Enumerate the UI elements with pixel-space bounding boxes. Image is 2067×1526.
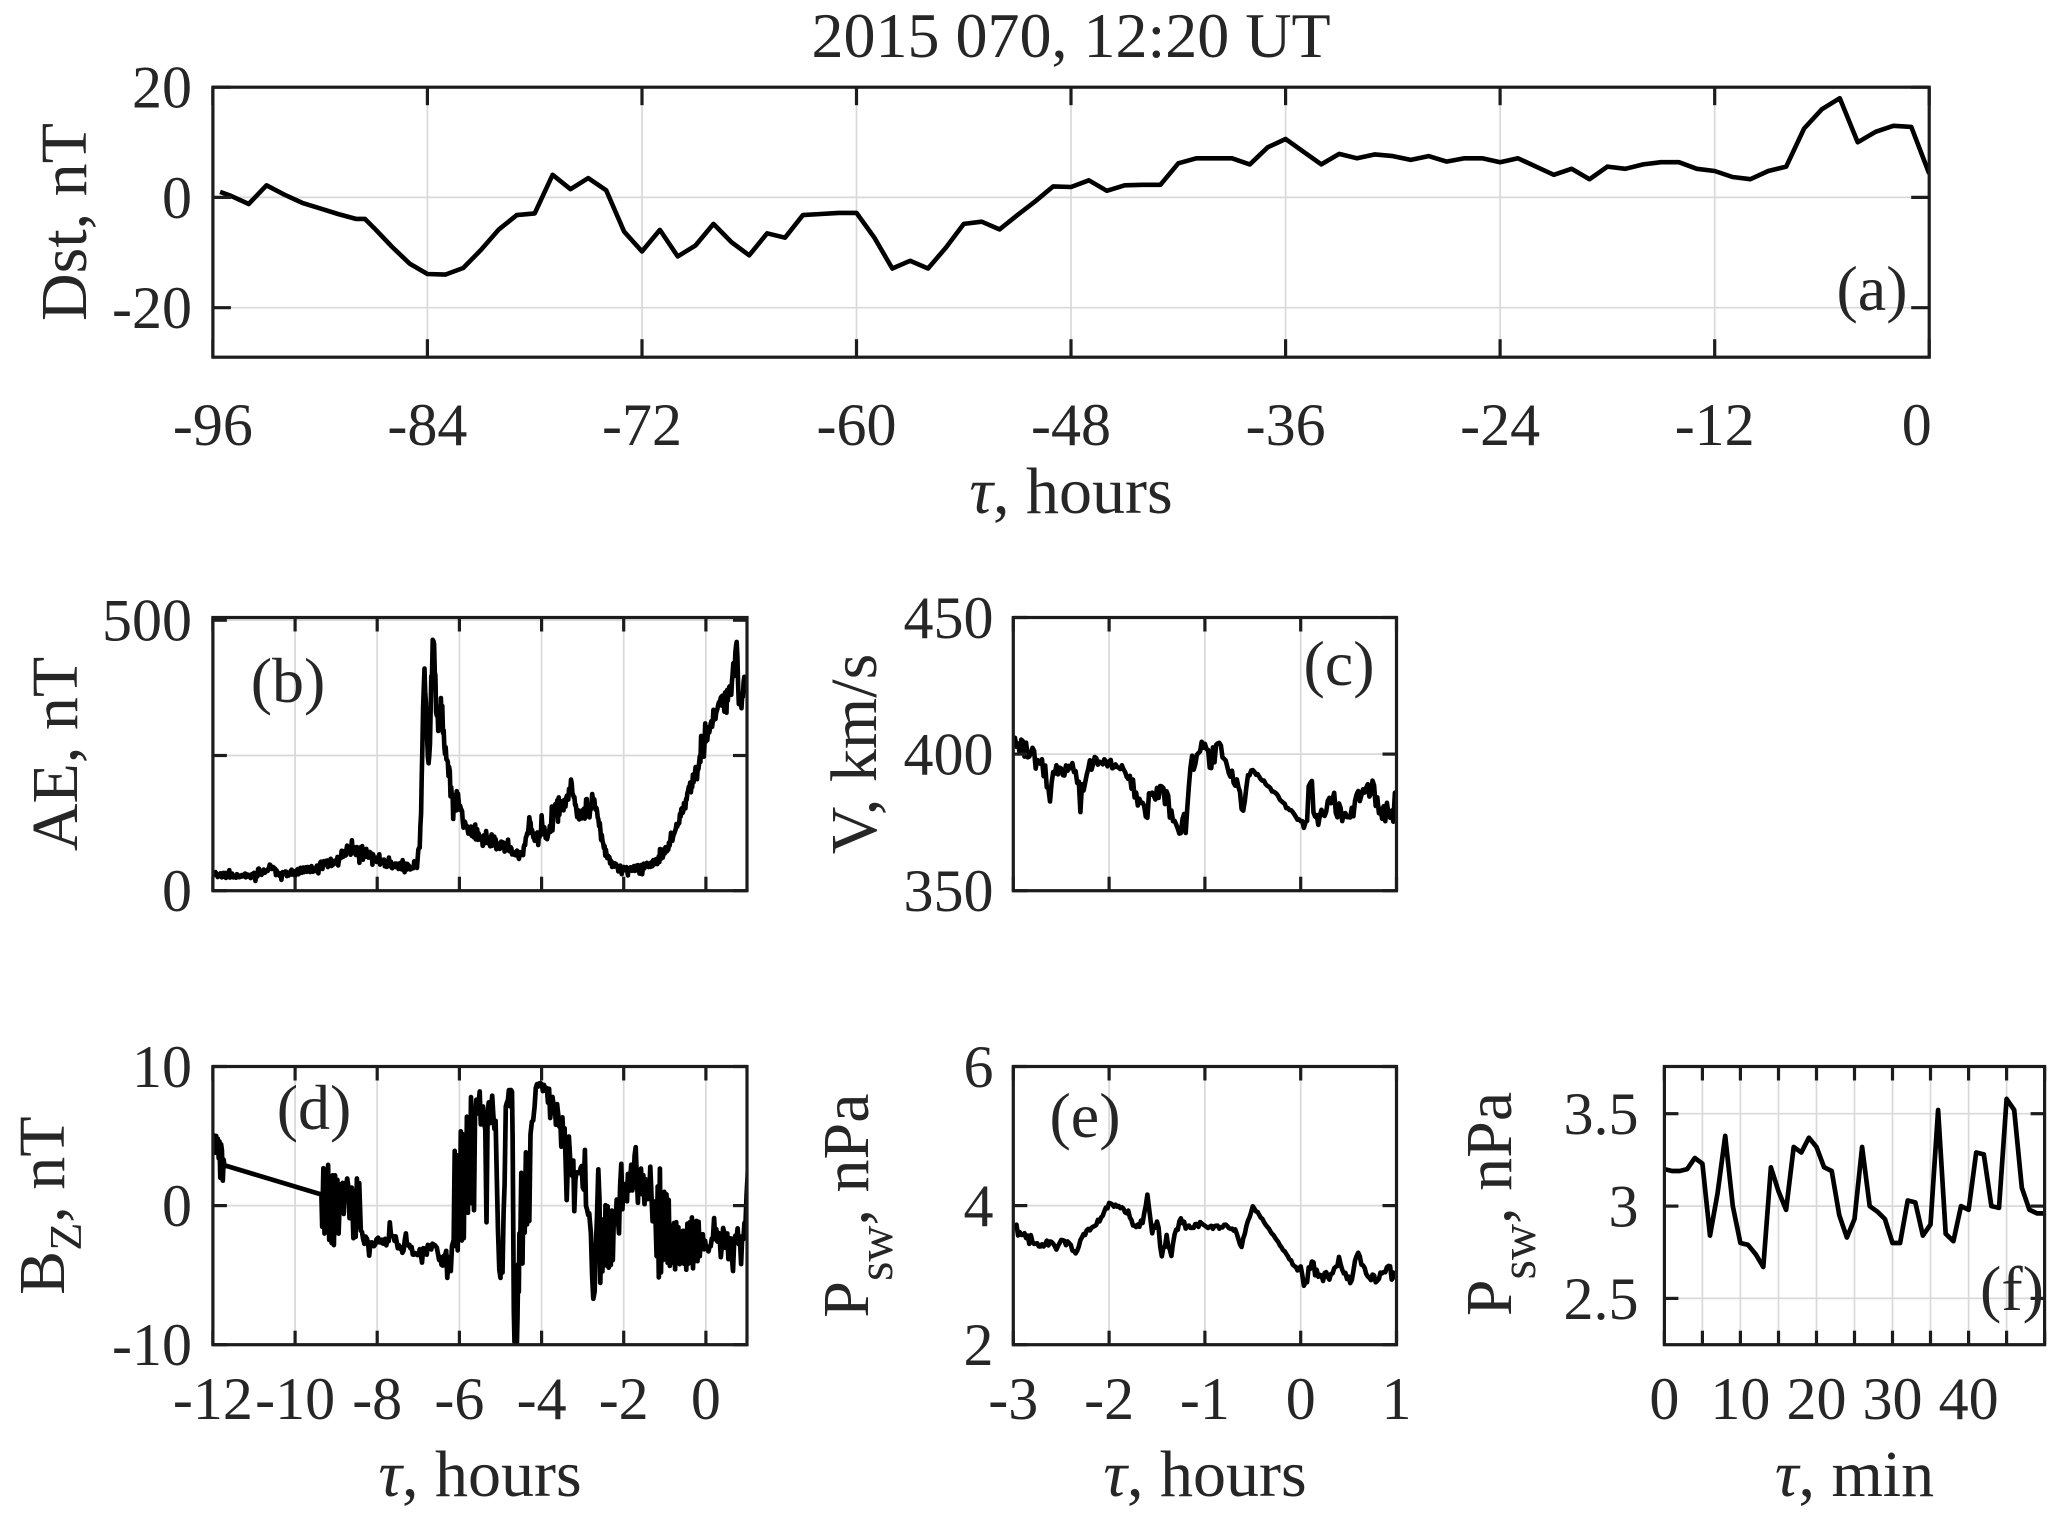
svg-text:-60: -60 [817,392,897,458]
svg-text:Psw, nPa: Psw, nPa [1453,1092,1546,1316]
svg-text:40: 40 [1939,1366,1999,1432]
svg-text:(b): (b) [251,645,326,716]
svg-text:2: 2 [964,1312,994,1378]
svg-text:10: 10 [1710,1366,1770,1432]
svg-text:500: 500 [102,588,192,654]
svg-text:20: 20 [132,55,192,121]
svg-text:(d): (d) [277,1072,352,1143]
svg-text:-10: -10 [255,1366,335,1432]
svg-text:-72: -72 [602,392,682,458]
svg-text:-12: -12 [173,1366,253,1432]
svg-text:-6: -6 [434,1366,484,1432]
svg-text:0: 0 [162,1173,192,1239]
svg-text:τ, hours: τ, hours [378,1438,581,1511]
svg-text:-4: -4 [517,1366,567,1432]
svg-text:20: 20 [1787,1366,1847,1432]
svg-text:1: 1 [1382,1366,1412,1432]
svg-text:0: 0 [1286,1366,1316,1432]
svg-text:-8: -8 [352,1366,402,1432]
svg-text:0: 0 [691,1366,721,1432]
svg-text:τ, hours: τ, hours [969,455,1172,528]
svg-text:2015 070, 12:20 UT: 2015 070, 12:20 UT [811,0,1330,71]
svg-text:3.5: 3.5 [1564,1081,1639,1147]
svg-text:0: 0 [162,165,192,231]
svg-text:6: 6 [964,1034,994,1100]
svg-text:0: 0 [1902,392,1932,458]
svg-text:-10: -10 [112,1312,192,1378]
svg-text:V, km/s: V, km/s [818,654,891,855]
svg-text:(a): (a) [1836,253,1907,324]
svg-text:-3: -3 [988,1366,1038,1432]
svg-text:Dst, nT: Dst, nT [28,123,101,321]
svg-text:τ, min: τ, min [1775,1438,1934,1511]
svg-text:4: 4 [964,1173,994,1239]
svg-text:0: 0 [162,858,192,924]
svg-text:-96: -96 [173,392,253,458]
svg-text:400: 400 [904,722,994,788]
svg-text:-12: -12 [1675,392,1755,458]
svg-text:(f): (f) [1980,1253,2044,1324]
svg-text:τ, hours: τ, hours [1103,1438,1306,1511]
svg-text:-2: -2 [599,1366,649,1432]
svg-text:-2: -2 [1084,1366,1134,1432]
svg-text:350: 350 [904,858,994,924]
svg-text:BZ, nT: BZ, nT [6,1116,91,1294]
svg-text:-36: -36 [1246,392,1326,458]
svg-text:30: 30 [1863,1366,1923,1432]
svg-text:AE, nT: AE, nT [19,657,92,851]
svg-text:450: 450 [904,585,994,651]
svg-text:-1: -1 [1180,1366,1230,1432]
svg-text:-20: -20 [112,275,192,341]
svg-text:-48: -48 [1031,392,1111,458]
svg-text:2.5: 2.5 [1564,1266,1639,1332]
svg-text:(c): (c) [1303,628,1374,699]
svg-text:0: 0 [1649,1366,1679,1432]
svg-text:-24: -24 [1460,392,1540,458]
svg-text:10: 10 [132,1034,192,1100]
svg-text:-84: -84 [387,392,467,458]
svg-text:3: 3 [1609,1174,1639,1240]
svg-text:(e): (e) [1049,1080,1120,1151]
